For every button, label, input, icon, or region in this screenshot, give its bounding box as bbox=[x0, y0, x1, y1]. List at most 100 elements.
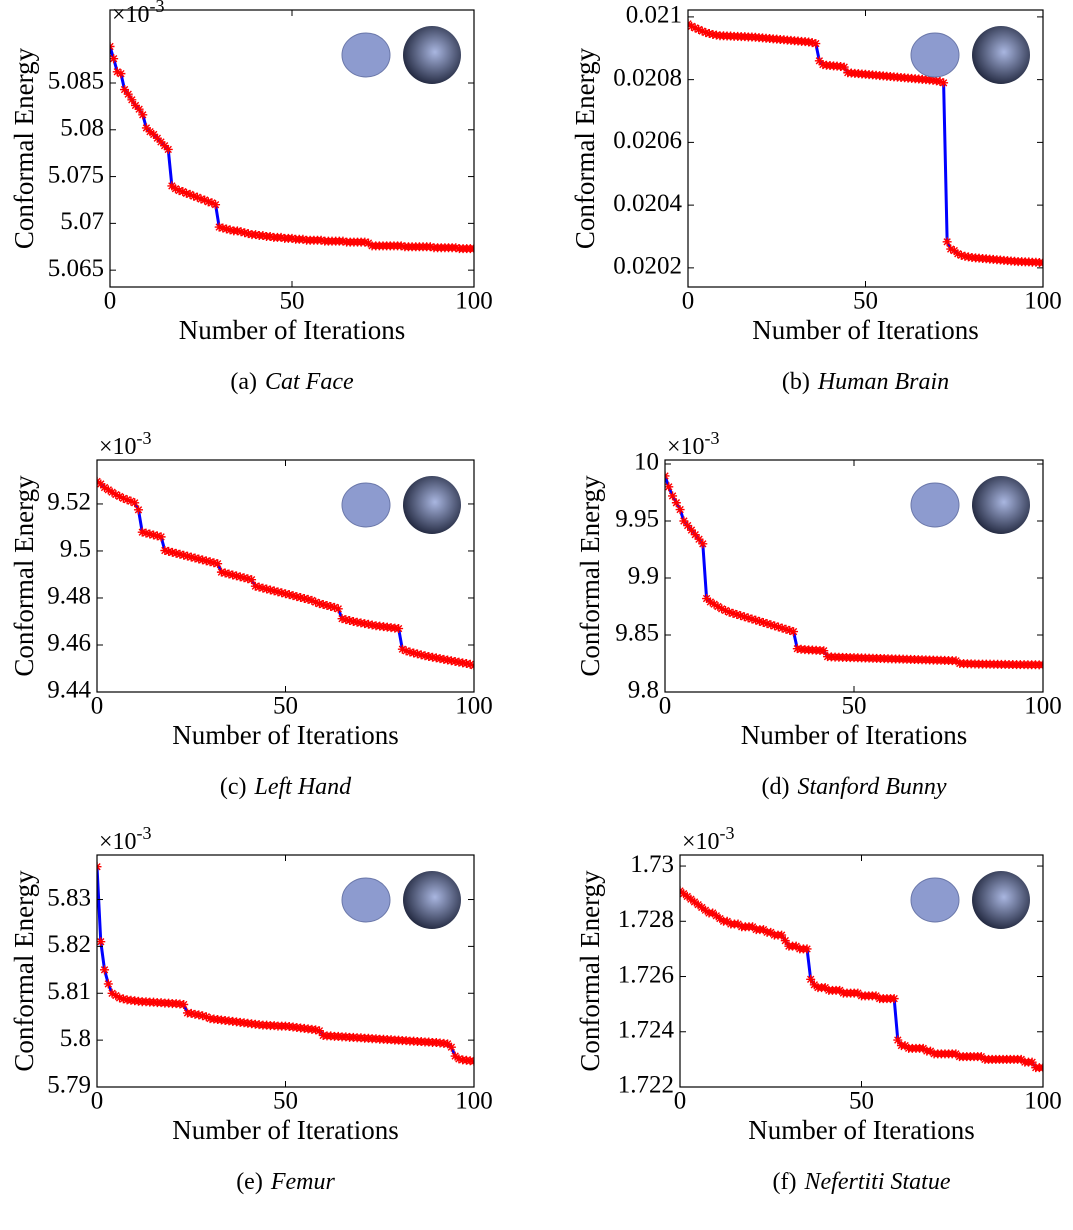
data-point bbox=[416, 650, 426, 660]
data-point bbox=[100, 965, 110, 975]
data-point bbox=[314, 1026, 324, 1036]
data-point bbox=[694, 534, 704, 544]
data-point bbox=[171, 548, 181, 558]
x-tick-label: 50 bbox=[273, 693, 298, 720]
data-point bbox=[724, 607, 734, 617]
y-tick-label: 5.79 bbox=[47, 1072, 91, 1099]
data-point bbox=[111, 490, 121, 500]
y-tick-label: 1.73 bbox=[630, 851, 674, 878]
data-point bbox=[186, 552, 196, 562]
data-point bbox=[133, 505, 143, 515]
x-tick-label: 50 bbox=[280, 288, 305, 315]
data-point bbox=[130, 498, 140, 508]
data-point bbox=[156, 137, 166, 147]
data-point bbox=[781, 624, 791, 634]
data-point bbox=[198, 1011, 208, 1021]
data-point bbox=[254, 582, 264, 592]
data-point bbox=[428, 652, 438, 662]
data-point bbox=[736, 611, 746, 621]
caption: (c) Left Hand bbox=[220, 774, 352, 800]
data-point bbox=[311, 1025, 321, 1035]
multiplier-exponent: -3 bbox=[705, 428, 720, 448]
data-point bbox=[789, 627, 799, 637]
map-thumbnail bbox=[403, 476, 461, 534]
data-point bbox=[743, 613, 753, 623]
data-point bbox=[203, 197, 213, 207]
data-point bbox=[412, 649, 422, 659]
data-point bbox=[186, 1008, 196, 1018]
data-point bbox=[209, 558, 219, 568]
data-point bbox=[713, 601, 723, 611]
data-point bbox=[401, 646, 411, 656]
data-point bbox=[179, 550, 189, 560]
data-point bbox=[296, 593, 306, 603]
mesh-thumbnail bbox=[341, 482, 391, 528]
data-point bbox=[276, 232, 286, 242]
x-tick-label: 0 bbox=[91, 693, 104, 720]
data-point bbox=[732, 609, 742, 619]
data-point bbox=[205, 557, 215, 567]
data-point bbox=[181, 188, 191, 198]
data-point bbox=[288, 591, 298, 601]
data-point bbox=[777, 930, 787, 940]
data-point bbox=[107, 988, 117, 998]
panel: 5.065 5.07 5.075 5.08 5.085 0 50 100 Number of I… bbox=[9, 0, 493, 395]
y-tick-label: 0.0206 bbox=[613, 127, 682, 154]
data-point bbox=[949, 246, 959, 256]
data-point bbox=[122, 495, 132, 505]
y-axis-label: Conformal Energy bbox=[575, 475, 605, 677]
data-point bbox=[424, 652, 434, 662]
data-point bbox=[360, 237, 370, 247]
data-point bbox=[717, 604, 727, 614]
multiplier-base: ×10 bbox=[682, 829, 720, 855]
data-point bbox=[179, 1000, 189, 1010]
x-tick-label: 100 bbox=[1024, 693, 1062, 720]
data-point bbox=[341, 615, 351, 625]
data-point bbox=[425, 242, 435, 252]
y-tick-label: 9.8 bbox=[628, 677, 659, 704]
data-point bbox=[675, 505, 685, 515]
data-point bbox=[701, 28, 711, 38]
data-point bbox=[814, 56, 824, 66]
map-thumbnail bbox=[972, 26, 1030, 84]
data-point bbox=[299, 593, 309, 603]
data-point bbox=[258, 583, 268, 593]
caption: (d) Stanford Bunny bbox=[761, 774, 946, 800]
y-tick-label: 1.722 bbox=[618, 1072, 674, 1099]
data-point bbox=[137, 527, 147, 537]
mesh-thumbnail bbox=[910, 877, 960, 923]
data-point bbox=[185, 189, 195, 199]
data-point bbox=[262, 584, 272, 594]
data-point bbox=[363, 619, 373, 629]
data-point bbox=[175, 549, 185, 559]
data-point bbox=[303, 594, 313, 604]
data-point bbox=[953, 249, 963, 259]
data-point bbox=[889, 994, 899, 1004]
data-point bbox=[1027, 1057, 1037, 1067]
data-point bbox=[190, 553, 200, 563]
x-tick-label: 0 bbox=[682, 288, 695, 315]
y-tick-label: 5.085 bbox=[48, 68, 104, 95]
mesh-thumbnail bbox=[341, 32, 391, 78]
data-point bbox=[697, 26, 707, 36]
data-point bbox=[337, 614, 347, 624]
data-point bbox=[224, 569, 234, 579]
data-point bbox=[394, 624, 404, 634]
data-point bbox=[435, 654, 445, 664]
data-point bbox=[322, 601, 332, 610]
data-point bbox=[762, 619, 772, 629]
data-point bbox=[451, 243, 461, 253]
data-point bbox=[755, 616, 764, 626]
data-point bbox=[220, 568, 230, 578]
x-axis-label: Number of Iterations bbox=[748, 1115, 974, 1145]
data-point bbox=[228, 570, 238, 580]
data-point bbox=[683, 521, 693, 531]
y-tick-label: 9.44 bbox=[47, 677, 91, 704]
data-point bbox=[115, 491, 125, 501]
caption: (b) Human Brain bbox=[782, 369, 949, 395]
data-point bbox=[110, 54, 119, 64]
data-point bbox=[218, 223, 228, 233]
data-point bbox=[409, 648, 419, 658]
x-tick-label: 100 bbox=[455, 288, 493, 315]
y-axis-label: Conformal Energy bbox=[575, 870, 605, 1072]
